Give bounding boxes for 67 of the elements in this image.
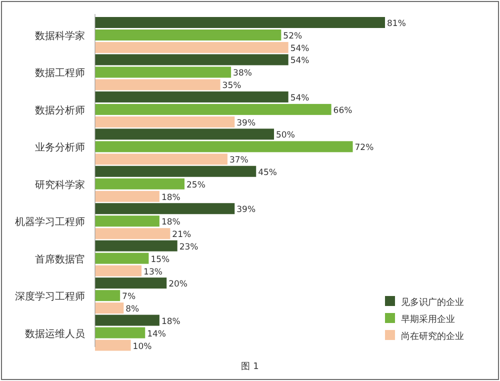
data-label: 14% — [147, 329, 166, 340]
data-label: 10% — [132, 342, 152, 352]
bar — [95, 104, 332, 115]
data-label: 21% — [172, 230, 192, 240]
y-tick-label: 数据运维人员 — [25, 328, 85, 340]
bar — [95, 314, 160, 326]
y-tick-label: 数据分析师 — [35, 104, 85, 116]
bar — [95, 79, 220, 90]
y-tick-label: 首席数据官 — [35, 253, 85, 266]
data-label: 7% — [122, 292, 136, 302]
data-label: 20% — [168, 280, 188, 290]
data-label: 54% — [290, 93, 310, 104]
data-label: 37% — [229, 156, 248, 166]
data-label: 38% — [233, 68, 252, 79]
bar — [95, 17, 385, 28]
data-label: 35% — [222, 81, 242, 92]
data-label: 45% — [258, 168, 278, 178]
data-label: 54% — [290, 56, 310, 66]
data-label: 23% — [179, 242, 198, 252]
bar — [95, 228, 170, 240]
y-tick-label: 业务分析师 — [35, 142, 85, 154]
bar — [95, 66, 232, 78]
bar — [95, 128, 274, 140]
bar — [95, 278, 167, 289]
y-tick-label: 数据工程师 — [35, 67, 85, 80]
data-label: 18% — [161, 316, 180, 327]
bar — [95, 302, 124, 314]
bar — [95, 178, 185, 190]
legend-label: 尚在研究的企业 — [401, 331, 464, 342]
bar — [95, 327, 146, 338]
data-label: 39% — [236, 118, 256, 128]
data-label: 72% — [354, 143, 374, 154]
bar — [95, 240, 178, 252]
bar — [95, 54, 288, 66]
bar — [95, 116, 235, 128]
y-tick-label: 研究科学家 — [35, 178, 85, 191]
bar — [95, 141, 353, 152]
bar — [95, 154, 228, 165]
y-tick-label: 数据科学家 — [35, 30, 85, 42]
data-label: 39% — [236, 205, 256, 216]
bar — [95, 252, 149, 264]
bar — [95, 265, 142, 276]
bar — [95, 203, 235, 214]
legend-label: 见多识广的企业 — [401, 297, 464, 308]
data-label: 18% — [161, 192, 180, 203]
data-label: 66% — [333, 106, 352, 116]
bar — [95, 190, 160, 202]
y-tick-label: 机器学习工程师 — [15, 216, 85, 228]
data-label: 25% — [186, 180, 206, 190]
bar — [95, 340, 131, 351]
bar — [95, 216, 160, 227]
bar — [95, 290, 120, 302]
caption: 图 1 — [241, 362, 259, 372]
data-label: 81% — [387, 19, 406, 29]
data-label: 15% — [150, 254, 170, 265]
bar — [95, 166, 256, 177]
data-label: 52% — [283, 32, 302, 42]
data-label: 8% — [126, 304, 140, 315]
data-label: 54% — [290, 44, 310, 54]
bar — [95, 42, 288, 53]
bar — [95, 30, 282, 40]
legend-label: 早期采用企业 — [401, 314, 455, 325]
data-label: 13% — [144, 267, 162, 278]
data-label: 18% — [161, 218, 180, 228]
data-label: 50% — [276, 130, 295, 141]
y-tick-label: 深度学习工程师 — [15, 290, 85, 303]
bar — [95, 91, 288, 102]
